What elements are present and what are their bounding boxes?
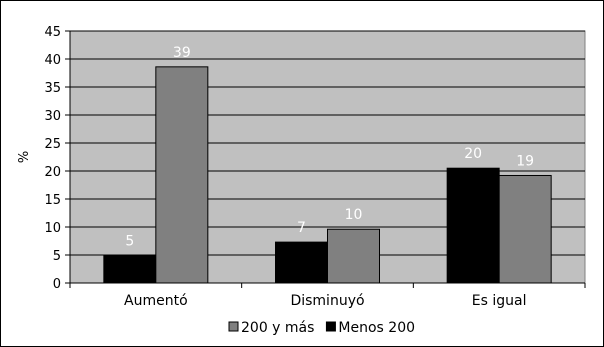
legend-swatch [228, 321, 239, 332]
data-label: 20 [464, 146, 482, 162]
bars: 5 39 7 10 20 19 [103, 45, 552, 284]
bar-menos-200-0 [103, 255, 157, 284]
y-tick-label: 5 [53, 249, 61, 264]
y-tick-label: 25 [44, 137, 61, 152]
bar-200-y-más-0 [155, 66, 209, 284]
legend-label: Menos 200 [338, 320, 415, 336]
x-category-label: Disminuyó [290, 293, 364, 309]
bar-200-y-más-2 [498, 174, 552, 284]
data-label: 5 [125, 234, 134, 250]
legend: 200 y más Menos 200 [228, 320, 415, 336]
data-label: 39 [173, 45, 191, 61]
data-label: 10 [345, 207, 363, 223]
data-label: 19 [516, 153, 534, 169]
bar-200-y-más-1 [327, 228, 380, 284]
x-category-label: Es igual [472, 293, 527, 309]
bar-menos-200-2 [446, 167, 500, 284]
y-axis-ticks: 0 5 10 15 20 25 30 35 40 45 [44, 25, 70, 292]
y-tick-label: 40 [44, 53, 61, 68]
data-label: 7 [297, 220, 306, 236]
bar-menos-200-1 [275, 241, 328, 284]
y-tick-label: 15 [44, 193, 61, 208]
y-axis-label: % [17, 151, 32, 163]
y-tick-label: 0 [53, 277, 61, 292]
y-tick-label: 10 [44, 221, 61, 236]
legend-swatch [325, 321, 336, 332]
y-tick-label: 45 [44, 25, 61, 40]
legend-label: 200 y más [241, 320, 314, 336]
y-tick-label: 20 [44, 165, 61, 180]
x-category-label: Aumentó [124, 293, 188, 309]
y-tick-label: 30 [44, 109, 61, 124]
category-labels: Aumentó Disminuyó Es igual [69, 283, 586, 309]
y-tick-label: 35 [44, 81, 61, 96]
